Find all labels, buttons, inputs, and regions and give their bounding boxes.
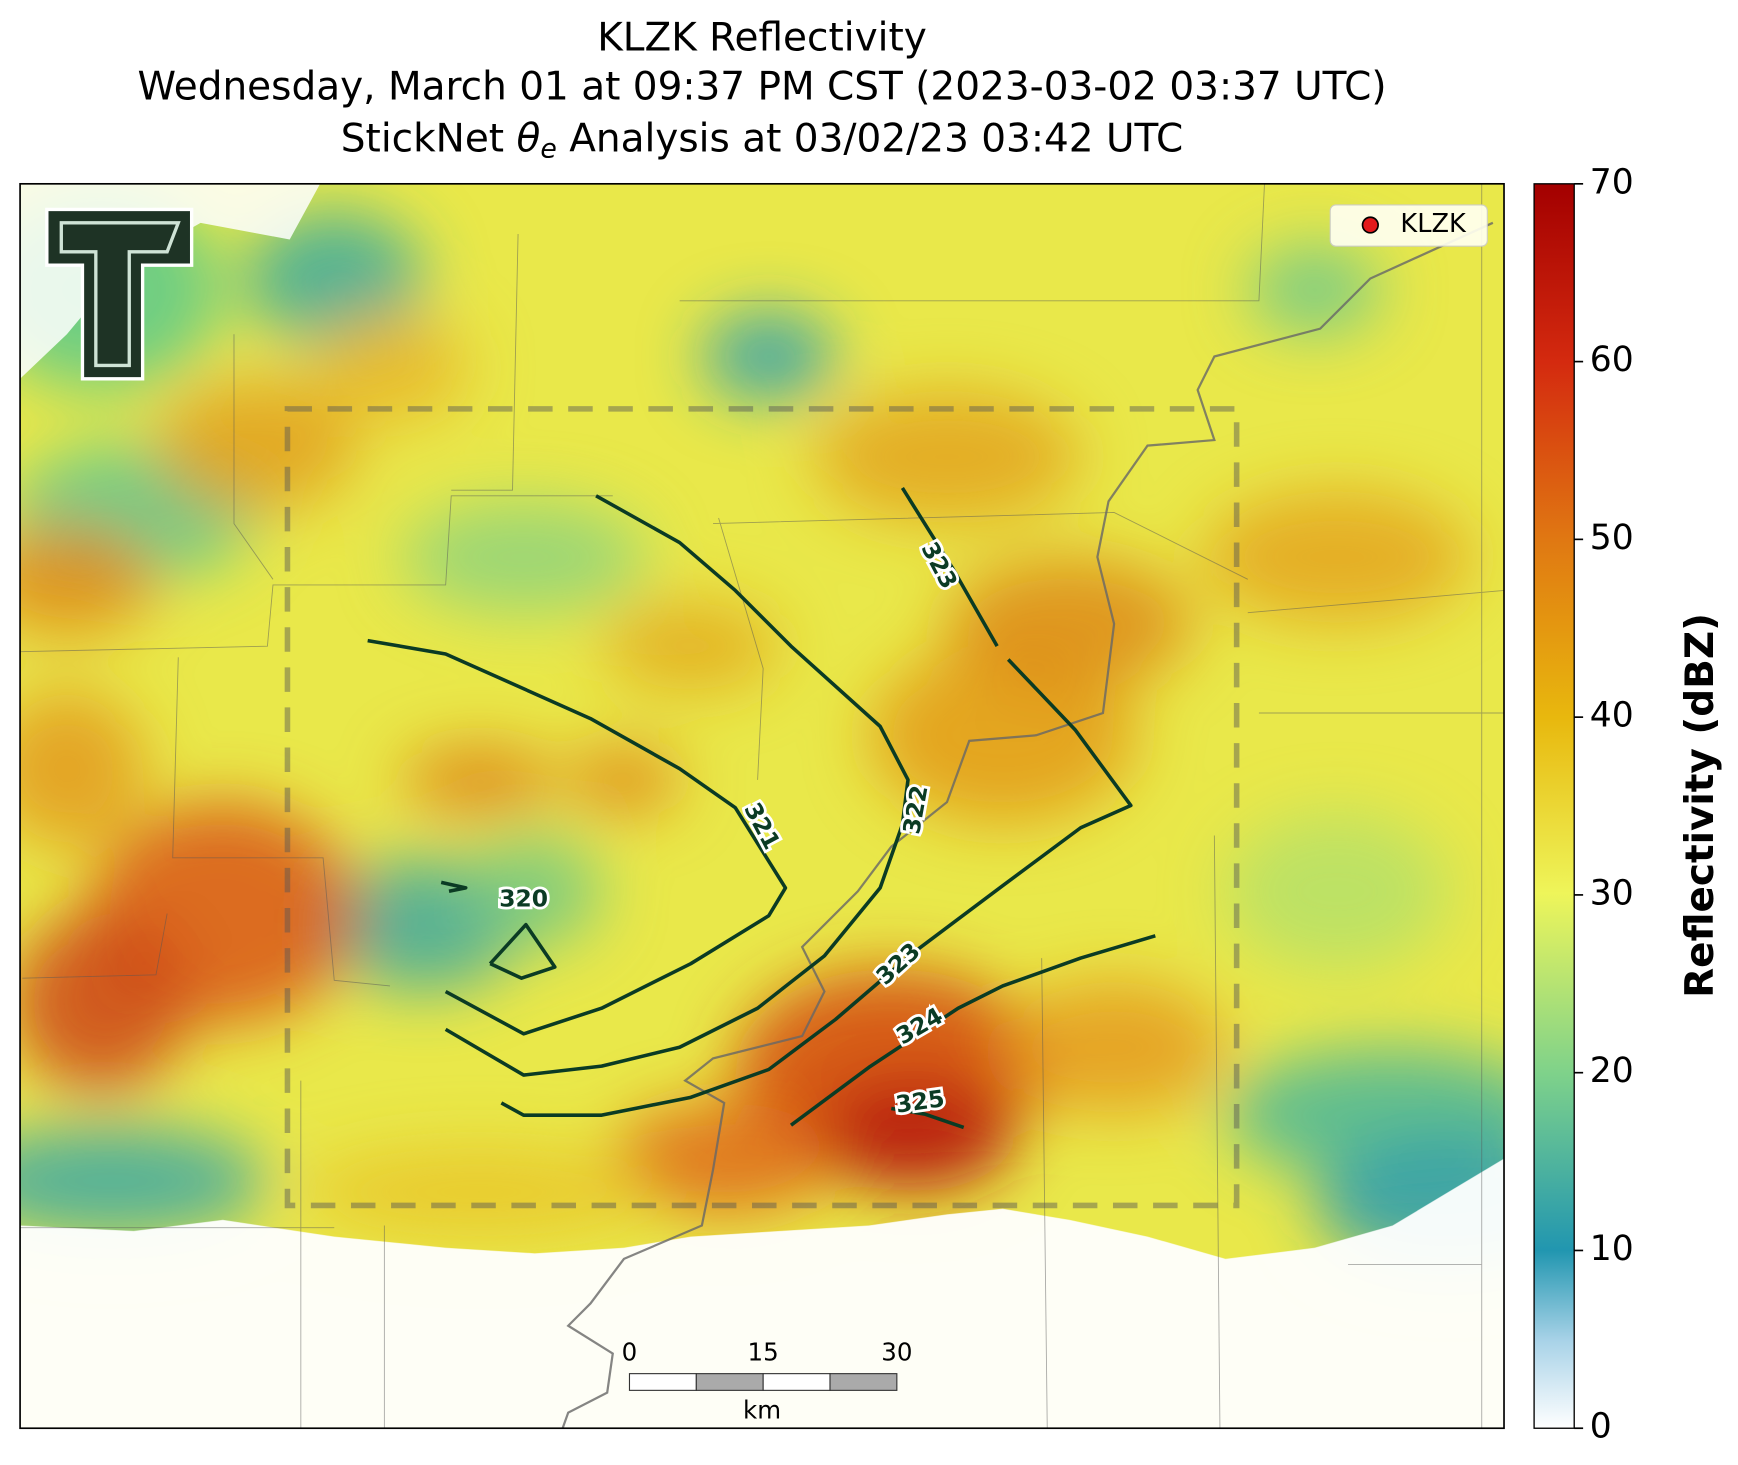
scale-segment — [829, 1373, 898, 1391]
echo-blob — [155, 378, 357, 513]
contour-line — [500, 658, 1133, 1117]
colorbar-tick-label: 20 — [1590, 1051, 1634, 1091]
colorbar — [1533, 183, 1575, 1429]
legend-marker — [1361, 216, 1379, 234]
contour-line — [890, 1106, 965, 1130]
legend-label: KLZK — [1400, 209, 1467, 239]
scale-segment — [762, 1373, 831, 1391]
no-echo-area — [20, 1158, 1505, 1429]
contour-line — [367, 638, 788, 1036]
scale-label: 0 — [622, 1338, 638, 1367]
echo-blob — [612, 1102, 836, 1215]
colorbar-tick-label: 40 — [1590, 696, 1634, 736]
analysis-title: StickNet θe Analysis at 03/02/23 03:42 U… — [341, 116, 1184, 164]
title-line: KLZK Reflectivity — [597, 16, 927, 61]
contour-label: 320 — [499, 885, 548, 913]
echo-blob — [1247, 245, 1382, 335]
contour-line — [789, 934, 1156, 1127]
title-symbol: θ — [517, 116, 541, 161]
echo-blob — [20, 690, 145, 847]
echo-blob — [401, 746, 558, 814]
echo-blob — [946, 557, 1193, 691]
legend: KLZK — [1329, 204, 1488, 247]
colorbar-label: Reflectivity (dBZ) — [1678, 613, 1723, 998]
contour-line — [900, 487, 999, 648]
colorbar-tick-label: 70 — [1590, 162, 1634, 202]
echo-blob — [20, 913, 190, 1092]
title-part: Analysis at 03/02/23 03:42 UTC — [557, 116, 1183, 161]
contour-line — [440, 880, 468, 894]
colorbar-tick-label: 30 — [1590, 873, 1634, 913]
title-subscript: e — [540, 133, 556, 164]
colorbar-tick-label: 0 — [1590, 1407, 1612, 1447]
logo — [45, 207, 194, 381]
echo-blob — [1002, 980, 1226, 1115]
echo-blob — [20, 523, 156, 636]
echo-blob — [701, 311, 836, 402]
legend-box — [1329, 204, 1488, 247]
echo-blob — [1203, 490, 1471, 624]
scale-unit: km — [743, 1396, 781, 1425]
echo-blob — [311, 311, 468, 424]
echo-blob — [245, 211, 424, 346]
analysis-domain — [284, 406, 1240, 1209]
scale-label: 15 — [748, 1338, 779, 1367]
title-part: StickNet — [341, 116, 517, 161]
echo-blob — [401, 501, 647, 613]
echo-blob — [813, 389, 1081, 524]
echo-blob — [568, 746, 680, 814]
echo-blob — [813, 1080, 1014, 1193]
echo-blob — [1225, 813, 1449, 970]
colorbar-tick-label: 60 — [1590, 340, 1634, 380]
scale-bar: 0 15 30 km — [622, 1338, 913, 1425]
echo-blob — [20, 1125, 268, 1237]
echo-blob — [467, 835, 602, 947]
colorbar-tick-label: 10 — [1590, 1229, 1634, 1269]
scale-label: 30 — [881, 1338, 912, 1367]
contour-line — [444, 494, 910, 1077]
scale-segment — [628, 1373, 697, 1391]
contour-line — [488, 922, 557, 980]
reflectivity-field — [20, 189, 1505, 1271]
title-line: Wednesday, March 01 at 09:37 PM CST (202… — [137, 65, 1386, 110]
river — [561, 221, 1494, 1429]
colorbar-tick-label: 50 — [1590, 518, 1634, 558]
echo-blob — [300, 1147, 658, 1237]
map-frame — [19, 182, 1505, 1430]
colorbar-ticks: 0 10 20 30 40 50 60 70 — [1574, 162, 1634, 1447]
echo-blob — [601, 601, 780, 691]
scale-segment — [695, 1373, 764, 1391]
